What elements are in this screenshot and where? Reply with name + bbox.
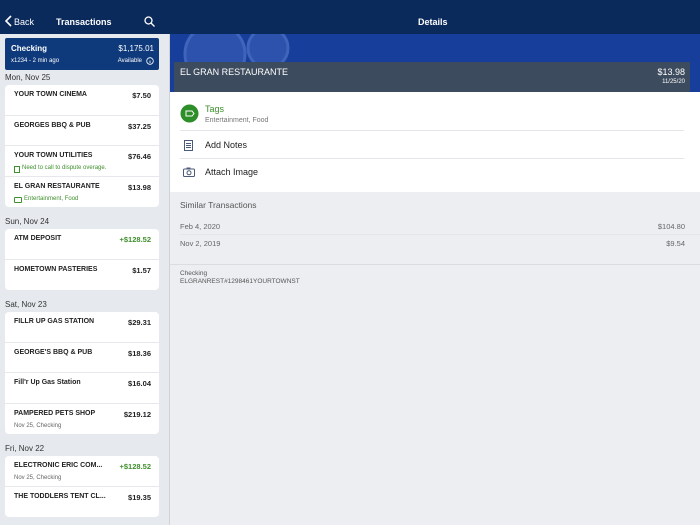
transaction-row[interactable]: FILLR UP GAS STATION $29.31 (5, 312, 159, 343)
amount: $18.36 (128, 348, 151, 358)
merchant: FILLR UP GAS STATION (14, 318, 95, 325)
transaction-card: ELECTRONIC ERIC COM... +$128.52 Nov 25, Ch… (5, 456, 159, 517)
merchant: GEORGES BBQ & PUB (14, 121, 91, 129)
merchant: ELECTRONIC ERIC COM... (14, 462, 103, 469)
merchant: YOUR TOWN CINEMA (14, 91, 87, 98)
raw-description: ELGRANREST#1298461YOURTOWNST (180, 278, 300, 285)
similar-row[interactable]: Feb 4, 2020 $104.80 (170, 218, 700, 235)
detail-title: Details (418, 17, 448, 27)
amount: $219.12 (123, 409, 151, 419)
account-balance: $1,175.01 (118, 44, 154, 53)
divider (180, 130, 684, 131)
divider (170, 264, 700, 265)
back-button[interactable]: Back (14, 17, 35, 27)
transaction-row[interactable]: GEORGE'S BBQ & PUB $18.36 (5, 343, 159, 373)
merchant: ATM DEPOSIT (14, 235, 62, 242)
amount: +$128.52 (119, 462, 152, 471)
transaction-card: ATM DEPOSIT +$128.52 HOMETOWN PASTERIES $1.… (5, 229, 159, 290)
merchant: PAMPERED PETS SHOP (14, 409, 96, 417)
subtitle: Nov 25, Checking (14, 475, 62, 481)
similar-amount: $104.80 (657, 222, 685, 231)
amount: $1.57 (132, 265, 151, 275)
transaction-row[interactable]: GEORGES BBQ & PUB $37.25 (5, 116, 159, 146)
amount: $19.35 (128, 492, 151, 502)
detail-actions (170, 92, 700, 192)
transaction-row[interactable]: ATM DEPOSIT +$128.52 (5, 229, 159, 260)
note-icon (14, 165, 20, 173)
amount: $7.50 (132, 91, 151, 100)
merchant: EL GRAN RESTAURANTE (14, 182, 100, 190)
subtitle: Nov 25, Checking (14, 422, 62, 429)
divider (180, 158, 684, 159)
merchant-strip (174, 62, 690, 92)
divider (180, 234, 700, 235)
transaction-card: YOUR TOWN CINEMA $7.50 GEORGES BBQ & PUB $3… (5, 85, 159, 207)
merchant-date: 11/25/20 (662, 79, 685, 85)
account-card[interactable]: Checking $1,175.01 x1234 - 2 min ago Ava… (5, 38, 159, 70)
note: Need to call to dispute overage. (22, 165, 107, 171)
transaction-row[interactable]: YOUR TOWN UTILITIES $76.46 Need to call to… (5, 146, 159, 177)
similar-amount: $9.54 (666, 239, 685, 248)
top-bar (0, 0, 700, 34)
similar-list: Feb 4, 2020 $104.80 Nov 2, 2019 $9.54 (170, 218, 700, 258)
amount: $16.04 (128, 379, 151, 388)
search-icon[interactable] (144, 16, 155, 27)
attach-image[interactable]: Attach Image (205, 167, 259, 177)
merchant: THE TODDLERS TENT CL... (14, 492, 106, 500)
transaction-row[interactable]: HOMETOWN PASTERIES $1.57 (5, 260, 159, 291)
notes-icon[interactable] (184, 140, 193, 151)
available-label: Available (117, 58, 142, 64)
tag-icon[interactable] (180, 104, 199, 123)
transaction-row[interactable]: YOUR TOWN CINEMA $7.50 (5, 85, 159, 116)
similar-row[interactable]: Nov 2, 2019 $9.54 (170, 235, 700, 251)
transaction-row[interactable]: ELECTRONIC ERIC COM... +$128.52 Nov 25, Ch… (5, 456, 159, 487)
transaction-row[interactable]: THE TODDLERS TENT CL... $19.35 (5, 487, 159, 518)
transaction-list: Checking $1,175.01 x1234 - 2 min ago Ava… (0, 34, 170, 525)
account-meta: x1234 - 2 min ago (11, 58, 60, 64)
transaction-card: FILLR UP GAS STATION $29.31 GEORGE'S BBQ &… (5, 312, 159, 434)
amount: $29.31 (128, 318, 151, 327)
tags: Entertainment, Food (24, 195, 79, 202)
info-icon[interactable] (146, 57, 154, 65)
transaction-row[interactable]: EL GRAN RESTAURANTE $13.98 Entertainment, … (5, 177, 159, 208)
merchant: Fill'r Up Gas Station (14, 379, 81, 386)
similar-title: Similar Transactions (180, 200, 257, 210)
account-label: Checking (180, 270, 208, 277)
similar-date: Feb 4, 2020 (180, 222, 221, 231)
merchant-amount: $13.98 (657, 67, 685, 77)
similar-date: Nov 2, 2019 (180, 239, 221, 248)
tag-icon (14, 196, 22, 203)
transaction-row[interactable]: Fill'r Up Gas Station $16.04 (5, 373, 159, 404)
date-header: Sun, Nov 24 (5, 217, 50, 226)
back-icon[interactable] (5, 15, 13, 27)
tags-label[interactable]: Tags (205, 104, 225, 114)
camera-icon[interactable] (183, 167, 195, 177)
amount: $37.25 (128, 121, 151, 131)
date-header: Mon, Nov 25 (5, 73, 51, 82)
date-header: Fri, Nov 22 (5, 444, 45, 453)
amount: $76.46 (128, 152, 151, 161)
merchant-name: EL GRAN RESTAURANTE (180, 67, 289, 77)
tags-value: Entertainment, Food (205, 117, 269, 124)
amount: +$128.52 (119, 235, 152, 244)
date-header: Sat, Nov 23 (5, 300, 47, 309)
merchant: HOMETOWN PASTERIES (14, 265, 98, 273)
add-notes[interactable]: Add Notes (205, 140, 248, 150)
merchant: YOUR TOWN UTILITIES (14, 152, 93, 159)
list-title: Transactions (56, 17, 112, 27)
transaction-row[interactable]: PAMPERED PETS SHOP $219.12 Nov 25, Checkin… (5, 404, 159, 435)
amount: $13.98 (128, 182, 151, 192)
account-name: Checking (11, 44, 48, 53)
merchant: GEORGE'S BBQ & PUB (14, 348, 93, 356)
